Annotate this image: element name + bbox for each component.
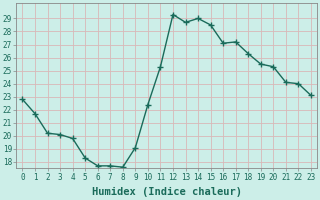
X-axis label: Humidex (Indice chaleur): Humidex (Indice chaleur): [92, 187, 242, 197]
